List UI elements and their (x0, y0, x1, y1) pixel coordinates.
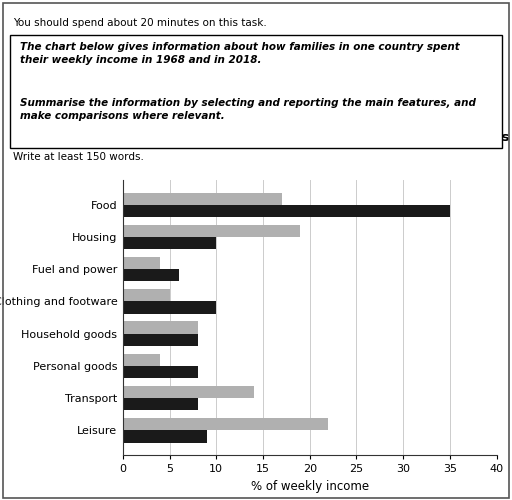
Text: Summarise the information by selecting and reporting the main features, and
make: Summarise the information by selecting a… (20, 98, 476, 121)
Bar (123, 398, 198, 410)
Text: Write at least 150 words.: Write at least 150 words. (13, 152, 144, 162)
Bar (123, 386, 254, 398)
Bar (123, 237, 216, 249)
Bar (123, 430, 207, 442)
Bar (123, 269, 179, 281)
Text: You should spend about 20 minutes on this task.: You should spend about 20 minutes on thi… (13, 18, 267, 28)
Title: 1968 and 2018: average weekly spending by families: 1968 and 2018: average weekly spending b… (111, 131, 509, 144)
Legend: 1968, 2018: 1968, 2018 (247, 131, 373, 148)
Bar (123, 322, 198, 334)
X-axis label: % of weekly income: % of weekly income (251, 480, 369, 492)
Bar (123, 257, 160, 269)
Bar (123, 204, 450, 217)
Bar (123, 418, 329, 430)
Text: The chart below gives information about how families in one country spent
their : The chart below gives information about … (20, 42, 460, 65)
Bar (123, 366, 198, 378)
Bar (123, 289, 169, 302)
Bar (123, 354, 160, 366)
Bar (123, 302, 216, 314)
Bar (123, 224, 301, 237)
Bar (123, 192, 282, 204)
Bar (123, 334, 198, 346)
